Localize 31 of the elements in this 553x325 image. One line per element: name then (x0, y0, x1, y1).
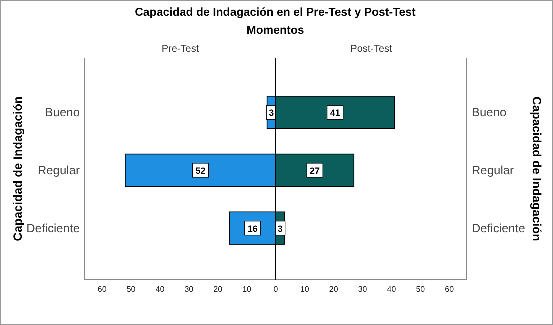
y-tick-label: Regular (38, 164, 80, 178)
x-tick-label: 50 (126, 285, 136, 294)
y-tick-label: Bueno (472, 106, 508, 120)
y-axis-title: Capacidad de Indagación (530, 96, 544, 242)
y-axis-title: Capacidad de Indagación (11, 96, 25, 242)
data-label: 3 (269, 108, 274, 118)
data-label: 41 (330, 108, 340, 118)
x-tick-label: 10 (242, 285, 252, 294)
x-tick-label: 20 (329, 285, 339, 294)
chart-title: Post-Test (350, 44, 393, 55)
text: Momentos (246, 25, 304, 37)
data-label: 3 (278, 224, 283, 234)
x-tick-label: 0 (274, 285, 279, 294)
chart-title: Pre-Test (162, 44, 200, 55)
x-tick-label: 30 (184, 285, 194, 294)
x-tick-label: 50 (416, 285, 426, 294)
x-tick-label: 20 (214, 285, 224, 294)
x-tick-label: 40 (156, 285, 166, 294)
x-tick-label: 60 (445, 285, 455, 294)
x-tick-label: 40 (387, 285, 397, 294)
y-tick-label: Deficiente (26, 221, 80, 236)
data-label: 27 (310, 166, 320, 176)
data-label: 52 (196, 166, 206, 176)
data-label: 16 (248, 224, 258, 234)
x-tick-label: 60 (98, 285, 108, 294)
x-tick-label: 10 (300, 285, 310, 294)
y-tick-label: Regular (472, 164, 514, 178)
y-tick-label: Deficiente (472, 221, 526, 236)
y-tick-label: Bueno (45, 106, 80, 120)
x-tick-label: 30 (358, 285, 368, 294)
text: Capacidad de Indagación en el Pre-Test y Post-Test (135, 7, 416, 19)
